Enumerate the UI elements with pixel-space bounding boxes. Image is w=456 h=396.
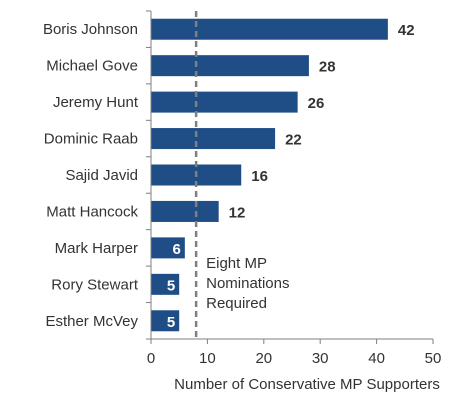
category-label: Boris Johnson [43,21,138,38]
value-label: 5 [167,277,175,294]
threshold-layer: Eight MP Nominations Required [194,11,289,339]
category-label: Michael Gove [46,58,138,75]
value-label: 22 [285,132,302,149]
threshold-label-line-2: Nominations [206,275,289,292]
bars-layer [151,18,388,332]
bar [151,128,276,150]
x-tick-label: 20 [255,350,272,367]
axes-layer [146,10,434,344]
category-label: Dominic Raab [44,131,138,148]
value-label: 42 [398,22,415,39]
category-label: Esther McVey [45,313,138,330]
category-label: Sajid Javid [65,167,138,184]
value-label: 26 [308,95,325,112]
value-label: 16 [251,168,268,185]
bar [151,200,219,222]
x-tick-label: 50 [425,350,442,367]
x-axis-title: Number of Conservative MP Supporters [174,376,440,393]
x-tick-label: 30 [312,350,329,367]
x-tick-label: 40 [368,350,385,367]
labels-layer: Boris Johnson 42 Michael Gove 28 Jeremy Hunt… [43,21,441,367]
value-label: 6 [172,241,180,258]
bar [151,310,180,332]
threshold-label-line-1: Eight MP [206,255,267,272]
bar [151,237,185,259]
value-label: 28 [319,59,336,76]
category-label: Mark Harper [55,240,138,257]
x-tick-label: 10 [199,350,216,367]
threshold-label-line-3: Required [206,295,267,312]
category-label: Rory Stewart [51,276,139,293]
bar [151,91,298,113]
value-label: 12 [229,204,246,221]
bar [151,55,309,77]
bar [151,18,388,40]
category-label: Matt Hancock [46,203,138,220]
value-label: 5 [167,314,175,331]
category-label: Jeremy Hunt [53,94,139,111]
bar [151,273,180,295]
x-tick-label: 0 [147,350,155,367]
